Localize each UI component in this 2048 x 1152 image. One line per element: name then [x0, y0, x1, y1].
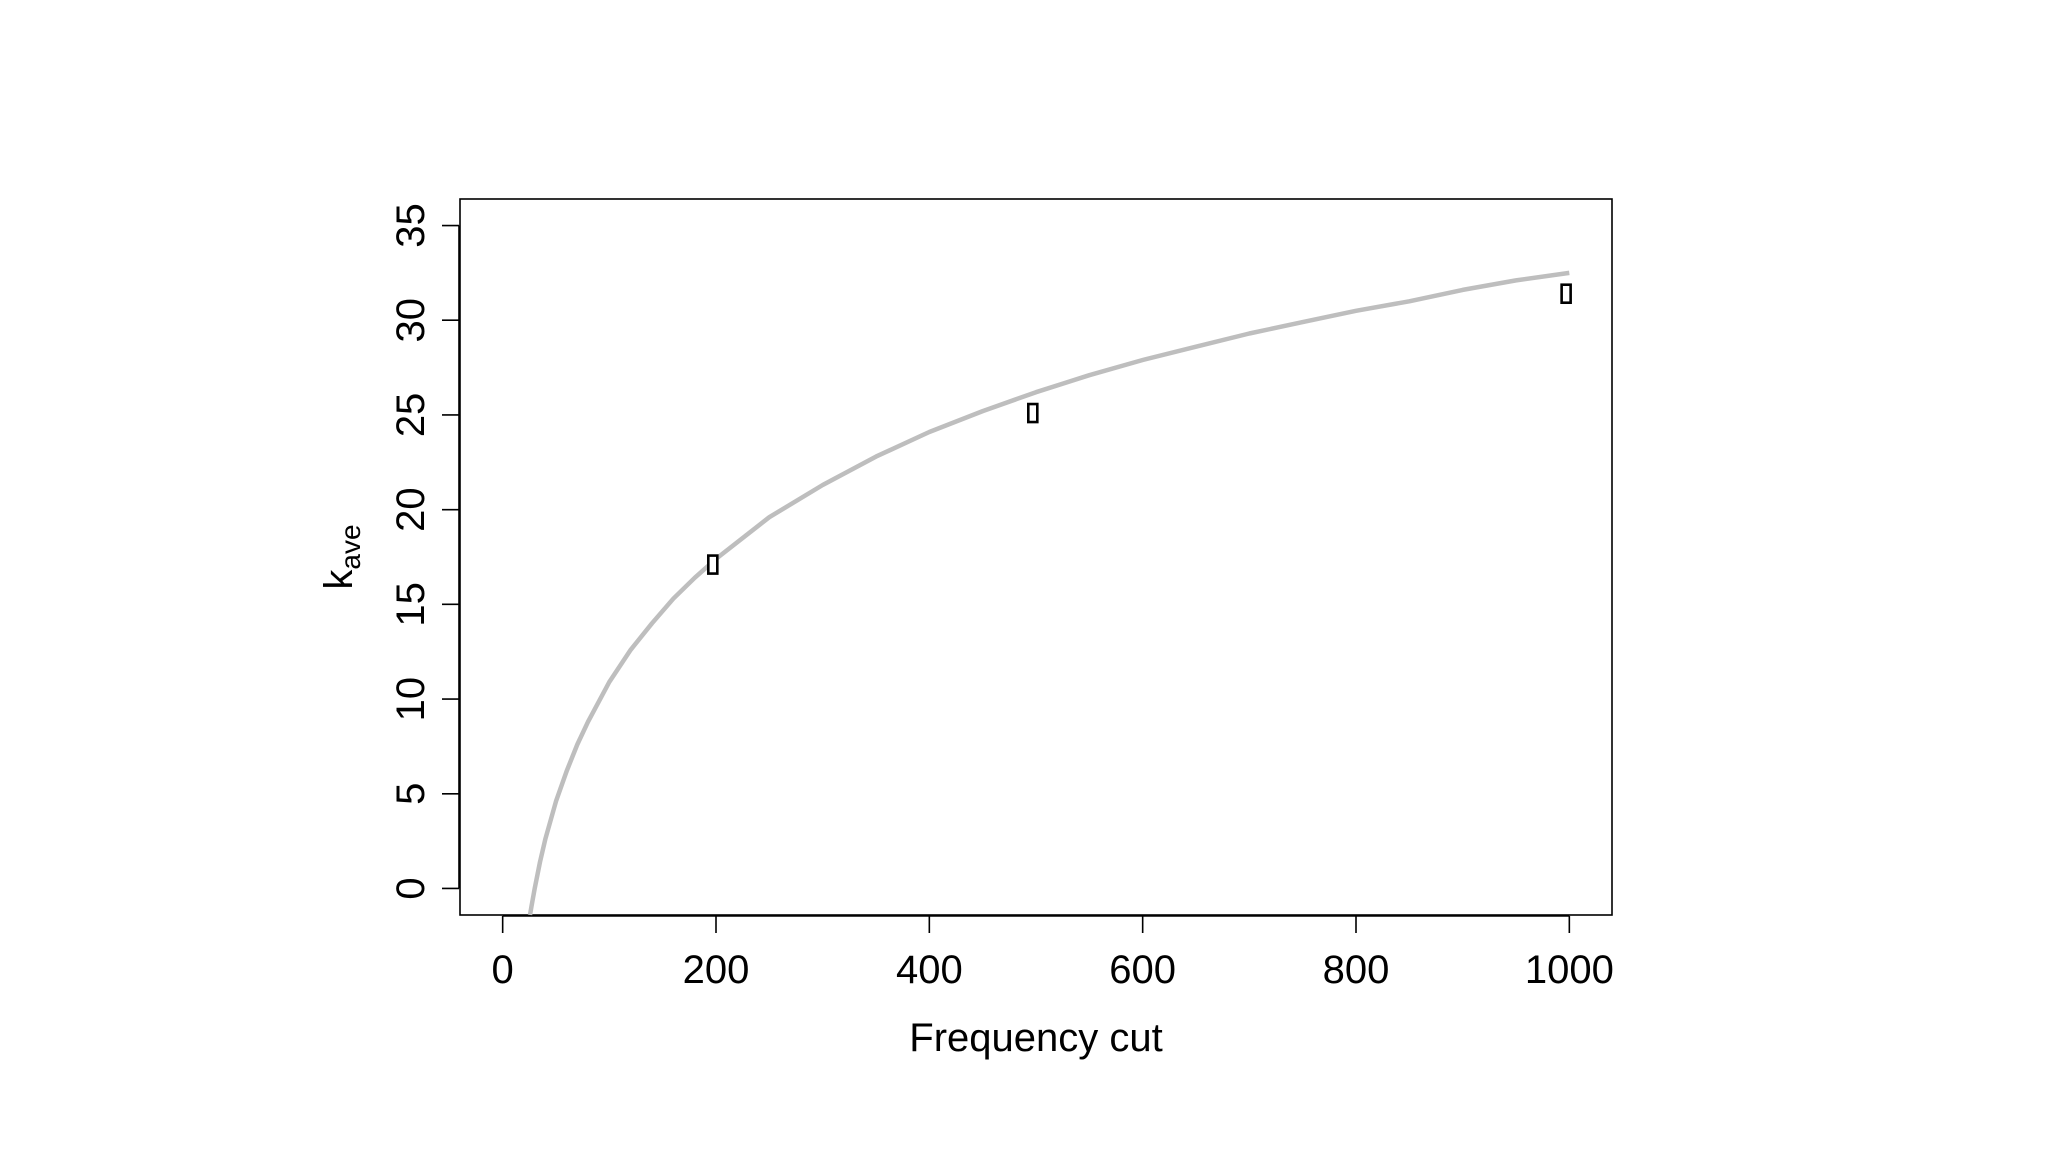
- y-tick-label: 30: [389, 298, 433, 343]
- y-tick-label: 25: [389, 393, 433, 438]
- x-tick-label: 1000: [1525, 948, 1614, 992]
- x-tick-label: 800: [1323, 948, 1390, 992]
- data-point-marker: [706, 554, 719, 575]
- y-axis-title: kave: [317, 524, 366, 589]
- y-tick-label: 10: [389, 677, 433, 722]
- x-tick-label: 200: [683, 948, 750, 992]
- x-tick-label: 400: [896, 948, 963, 992]
- y-axis-title-subscript: ave: [335, 524, 366, 569]
- data-point-marker: [1560, 283, 1572, 305]
- y-axis: 0 5 10 15 20 25 30 35: [389, 203, 460, 900]
- y-axis-title-main: k: [317, 569, 361, 590]
- plot-frame: [459, 198, 1613, 916]
- y-tick-label: 5: [389, 783, 433, 805]
- curve-layer: [527, 270, 1570, 916]
- data-point-marker: [1027, 402, 1039, 424]
- y-tick-label: 0: [389, 877, 433, 899]
- x-axis-title: Frequency cut: [909, 1016, 1162, 1060]
- x-axis: 0 200 400 600 800 1000: [492, 915, 1614, 992]
- fit-curve: [527, 270, 1570, 916]
- y-tick-label: 35: [389, 203, 433, 248]
- x-tick-label: 600: [1109, 948, 1176, 992]
- x-tick-label: 0: [492, 948, 514, 992]
- y-tick-label: 15: [389, 582, 433, 627]
- marker-layer: [706, 283, 1572, 575]
- y-tick-label: 20: [389, 487, 433, 532]
